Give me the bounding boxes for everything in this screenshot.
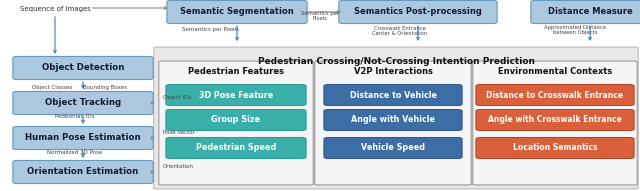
Text: Location Semantics: Location Semantics: [513, 143, 597, 152]
Text: Semantic Segmentation: Semantic Segmentation: [180, 7, 294, 16]
Text: Vehicle Speed: Vehicle Speed: [361, 143, 425, 152]
Text: Pose Vector: Pose Vector: [163, 129, 195, 134]
FancyBboxPatch shape: [531, 0, 640, 23]
FancyBboxPatch shape: [339, 0, 497, 23]
FancyBboxPatch shape: [13, 160, 153, 184]
Text: Semantics per Pixels: Semantics per Pixels: [182, 28, 239, 32]
FancyBboxPatch shape: [159, 61, 313, 185]
FancyBboxPatch shape: [13, 57, 153, 79]
FancyBboxPatch shape: [324, 84, 462, 106]
FancyBboxPatch shape: [476, 138, 634, 159]
Text: Human Pose Estimation: Human Pose Estimation: [25, 134, 141, 142]
Text: Crosswalk Entrance
Center & Orientation: Crosswalk Entrance Center & Orientation: [372, 26, 428, 36]
Text: Pedestrian Features: Pedestrian Features: [188, 67, 284, 77]
FancyBboxPatch shape: [324, 138, 462, 159]
FancyBboxPatch shape: [13, 91, 153, 115]
Text: Environmental Contexts: Environmental Contexts: [498, 67, 612, 77]
Text: Object Detection: Object Detection: [42, 63, 124, 73]
FancyBboxPatch shape: [476, 84, 634, 106]
Text: Normalized 3D Pose: Normalized 3D Pose: [47, 150, 102, 155]
FancyBboxPatch shape: [166, 109, 306, 130]
FancyBboxPatch shape: [13, 126, 153, 150]
Text: Object Classes: Object Classes: [32, 84, 72, 90]
FancyBboxPatch shape: [315, 61, 471, 185]
Text: Distance to Vehicle: Distance to Vehicle: [349, 91, 436, 100]
Text: Angle with Vehicle: Angle with Vehicle: [351, 116, 435, 125]
Text: Orientation: Orientation: [163, 164, 194, 169]
FancyBboxPatch shape: [166, 138, 306, 159]
Text: Group Size: Group Size: [211, 116, 260, 125]
Text: Semantics per
Pixels: Semantics per Pixels: [301, 11, 339, 21]
Text: Pedestrian IDs: Pedestrian IDs: [55, 114, 95, 120]
Text: 3D Pose Feature: 3D Pose Feature: [199, 91, 273, 100]
Text: V2P Interactions: V2P Interactions: [353, 67, 433, 77]
Text: Distance to Crosswalk Entrance: Distance to Crosswalk Entrance: [486, 91, 623, 100]
Text: Bounding Boxes: Bounding Boxes: [83, 84, 127, 90]
Text: Approximated Distance
between Objects: Approximated Distance between Objects: [544, 25, 606, 35]
FancyBboxPatch shape: [473, 61, 637, 185]
Text: Sequence of Images: Sequence of Images: [20, 6, 90, 12]
Text: Semantics Post-processing: Semantics Post-processing: [354, 7, 482, 16]
Text: Pedestrian Speed: Pedestrian Speed: [196, 143, 276, 152]
FancyBboxPatch shape: [166, 84, 306, 106]
Text: Object Tracking: Object Tracking: [45, 99, 121, 108]
FancyBboxPatch shape: [476, 109, 634, 130]
Text: Distance Measure: Distance Measure: [548, 7, 632, 16]
Text: Angle with Crosswalk Entrance: Angle with Crosswalk Entrance: [488, 116, 622, 125]
Text: Pedestrian Crossing/Not-Crossing Intention Prediction: Pedestrian Crossing/Not-Crossing Intenti…: [257, 57, 534, 66]
Text: Orientation Estimation: Orientation Estimation: [28, 168, 139, 176]
FancyBboxPatch shape: [154, 47, 638, 189]
FancyBboxPatch shape: [324, 109, 462, 130]
Text: Object IDs: Object IDs: [163, 95, 191, 100]
FancyBboxPatch shape: [167, 0, 307, 23]
